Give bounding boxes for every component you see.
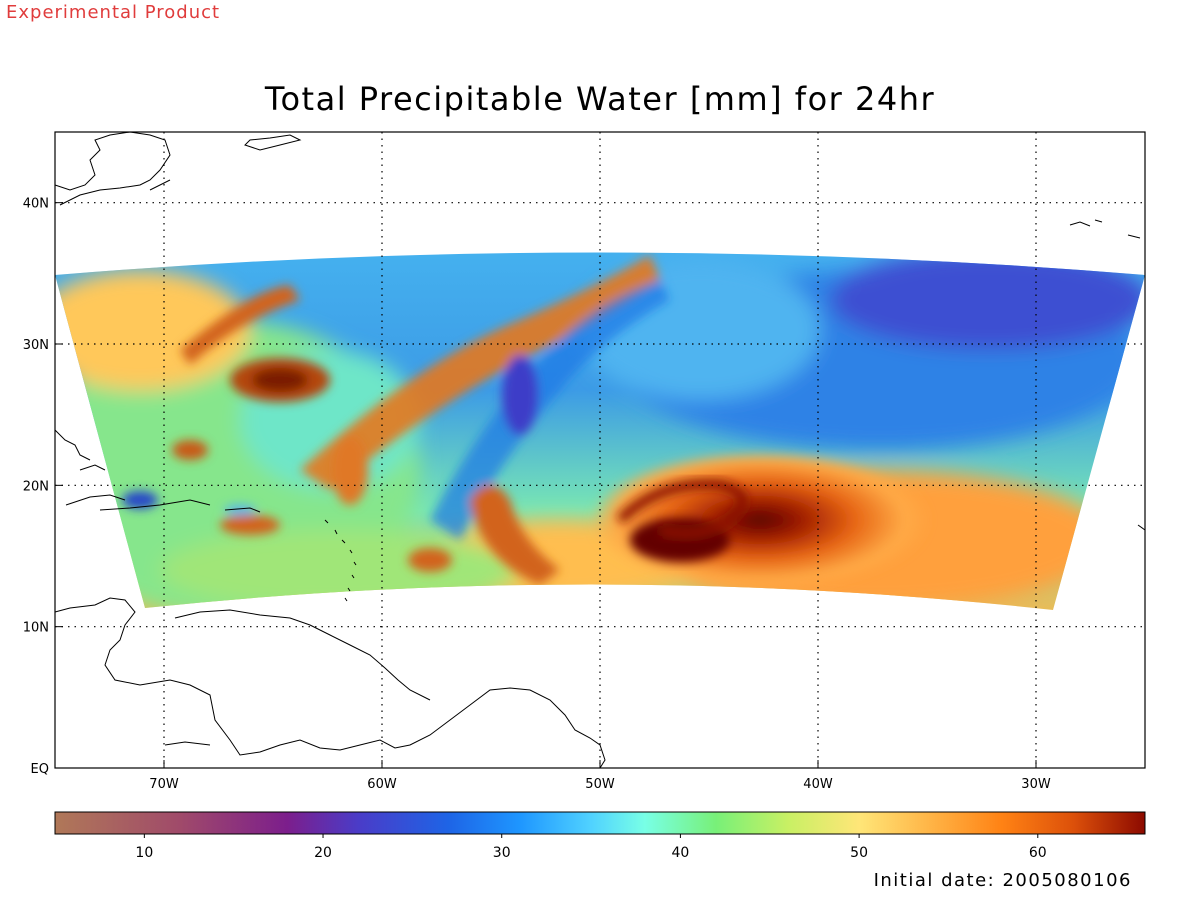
initial-date-label: Initial date: 2005080106: [873, 870, 1132, 891]
coastlines: [54, 131, 1146, 769]
experimental-product-badge: Experimental Product: [6, 2, 221, 23]
longitude-tick-label: 70W: [149, 777, 179, 792]
latitude-tick-label: EQ: [31, 762, 49, 777]
longitude-tick-label: 60W: [367, 777, 397, 792]
colorbar-tick-label: 60: [1029, 845, 1047, 861]
longitude-tick-labels: 70W 60W 50W 40W 30W: [149, 760, 1051, 792]
colorbar-tick-label: 30: [493, 845, 511, 861]
longitude-tick-label: 50W: [585, 777, 615, 792]
colorbar-ramp: [54, 811, 1146, 835]
colorbar-tick-label: 40: [671, 845, 689, 861]
latitude-tick-labels: EQ 10N 20N 30N 40N: [23, 197, 63, 777]
colorbar-tick-label: 20: [314, 845, 332, 861]
latitude-tick-label: 20N: [23, 479, 49, 494]
precipitable-water-field: [55, 252, 1145, 610]
colorbar-tick-label: 10: [135, 845, 153, 861]
latitude-tick-label: 40N: [23, 197, 49, 212]
colorbar: 10 20 30 40 50 60: [54, 811, 1146, 861]
longitude-tick-label: 40W: [803, 777, 833, 792]
longitude-tick-label: 30W: [1021, 777, 1051, 792]
map-title: Total Precipitable Water [mm] for 24hr: [264, 80, 936, 118]
colorbar-tick-labels: 10 20 30 40 50 60: [135, 834, 1047, 861]
colorbar-tick-label: 50: [850, 845, 868, 861]
latitude-tick-label: 10N: [23, 621, 49, 636]
latitude-tick-label: 30N: [23, 338, 49, 353]
